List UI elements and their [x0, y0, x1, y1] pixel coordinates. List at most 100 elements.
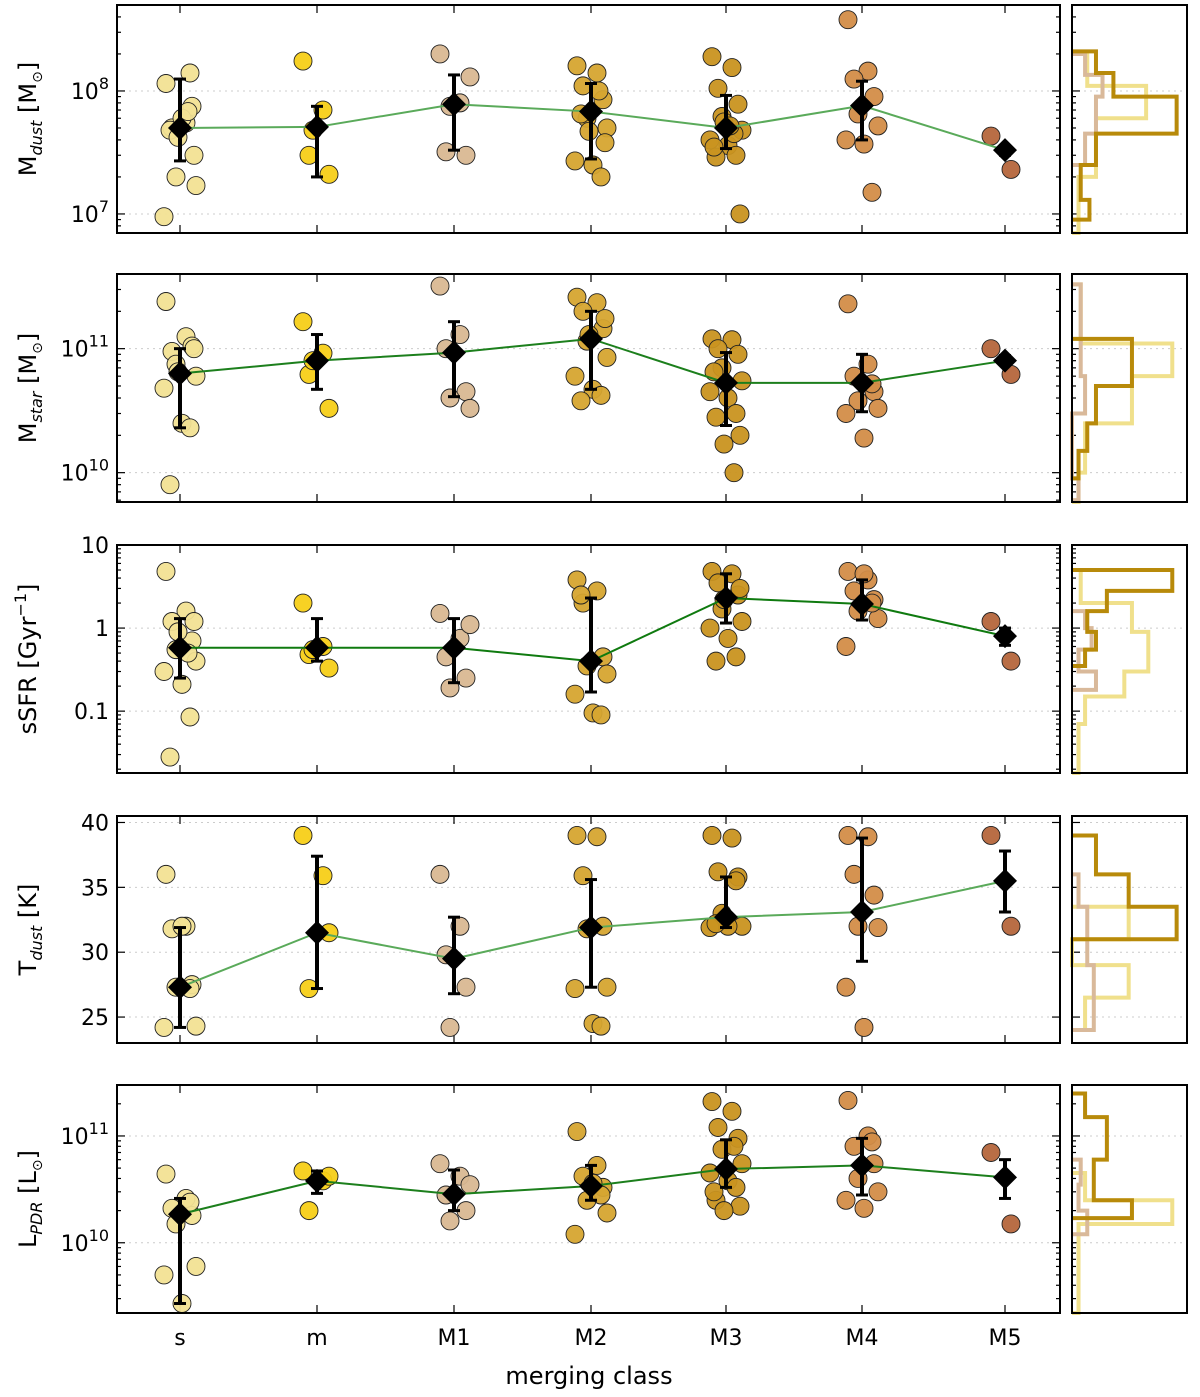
data-point-mdust-s — [156, 74, 176, 93]
data-point-lpdr-M2 — [597, 1203, 617, 1223]
x-tick-label-m: m — [306, 1326, 327, 1351]
data-point-ssfr-M5 — [981, 612, 1001, 631]
data-point-mstar-s — [154, 378, 174, 398]
data-point-mstar-M5 — [981, 339, 1001, 359]
y-tick-label-mstar-1: 1011 — [61, 332, 109, 363]
data-point-ssfr-m — [319, 658, 339, 678]
data-point-mdust-M5 — [1001, 160, 1021, 179]
x-tick-label-M3: M3 — [710, 1326, 743, 1351]
data-point-mstar-M2 — [597, 347, 617, 367]
median-marker-tdust-M5 — [993, 868, 1017, 893]
data-point-tdust-s — [186, 1016, 206, 1036]
data-point-mstar-M1 — [460, 398, 480, 418]
panel-lpdr: 1010 1011 LPDR [L⊙] — [14, 1084, 1188, 1315]
data-point-mdust-M4 — [836, 130, 856, 150]
median-marker-ssfr-M4 — [850, 591, 874, 616]
data-point-mdust-M2 — [591, 167, 611, 187]
median-marker-lpdr-m — [305, 1168, 329, 1193]
median-marker-lpdr-M1 — [442, 1182, 466, 1207]
data-point-tdust-M3 — [722, 828, 742, 848]
data-point-ssfr-M4 — [836, 637, 856, 656]
data-point-lpdr-M5 — [981, 1143, 1001, 1162]
x-tick-label-s: s — [174, 1326, 185, 1351]
data-point-ssfr-m — [293, 593, 313, 613]
data-point-ssfr-s — [180, 707, 200, 727]
x-tick-label-M2: M2 — [575, 1326, 608, 1351]
data-point-mstar-M3 — [728, 344, 748, 364]
data-point-mdust-M2 — [595, 133, 615, 153]
x-tick-label-M1: M1 — [438, 1326, 471, 1351]
data-point-lpdr-M3 — [730, 1196, 750, 1216]
data-point-mstar-M4 — [836, 404, 856, 423]
histogram-mdust-M1 — [1072, 51, 1105, 168]
x-tick-label-M5: M5 — [989, 1326, 1022, 1351]
data-point-tdust-M3 — [726, 871, 746, 891]
y-axis-label-tdust: Tdust [K] — [14, 884, 46, 977]
data-point-ssfr-M2 — [571, 585, 591, 605]
median-marker-mdust-s — [168, 115, 192, 140]
median-marker-mstar-M5 — [993, 348, 1017, 373]
hist-frame-mstar — [1071, 273, 1188, 503]
data-point-mstar-M3 — [706, 407, 726, 427]
y-tick-label-mdust-0: 107 — [71, 197, 109, 228]
data-point-tdust-M4 — [836, 977, 856, 997]
median-marker-ssfr-M5 — [993, 624, 1017, 649]
y-tick-label-tdust-2: 35 — [81, 876, 109, 901]
data-point-tdust-M5 — [1001, 916, 1021, 936]
median-marker-mstar-M4 — [850, 370, 874, 395]
data-point-mdust-M1 — [436, 142, 456, 162]
data-point-lpdr-M1 — [460, 1175, 480, 1195]
median-marker-tdust-M4 — [850, 899, 874, 924]
y-tick-label-ssfr-2: 10 — [81, 534, 109, 559]
data-point-tdust-s — [156, 864, 176, 884]
data-point-mdust-M3 — [722, 58, 742, 78]
data-point-tdust-M2 — [591, 1016, 611, 1036]
data-point-tdust-M4 — [864, 885, 884, 905]
data-point-tdust-M1 — [456, 977, 476, 997]
y-tick-label-tdust-1: 30 — [81, 941, 109, 966]
data-point-ssfr-M3 — [732, 612, 752, 631]
median-marker-tdust-M1 — [442, 946, 466, 971]
plot-frame-lpdr — [116, 1084, 1061, 1314]
data-point-mdust-M2 — [567, 56, 587, 76]
panel-mdust: 107 108 Mdust [M⊙] — [14, 4, 1188, 235]
y-tick-label-tdust-3: 40 — [81, 811, 109, 836]
data-point-lpdr-M3 — [714, 1201, 734, 1221]
histogram-tdust-M3 — [1072, 833, 1179, 942]
data-point-mstar-M3 — [724, 463, 744, 483]
data-point-ssfr-M3 — [718, 628, 738, 648]
panel-ssfr: 0.1 1 10 sSFR [Gyr−1] — [11, 534, 1188, 775]
data-point-mdust-M3 — [704, 137, 724, 157]
median-marker-ssfr-s — [168, 635, 192, 660]
data-point-mdust-M4 — [868, 116, 888, 136]
data-point-lpdr-M4 — [836, 1190, 856, 1210]
data-point-ssfr-M2 — [597, 664, 617, 684]
median-marker-ssfr-M3 — [714, 586, 738, 611]
median-marker-lpdr-M2 — [579, 1174, 603, 1199]
data-point-ssfr-M3 — [706, 651, 726, 671]
plot-frame-mdust — [116, 4, 1061, 234]
median-marker-mstar-M1 — [442, 340, 466, 365]
data-point-ssfr-s — [154, 662, 174, 681]
histogram-lpdr-M3 — [1072, 1091, 1134, 1221]
median-marker-mdust-M1 — [442, 92, 466, 117]
data-point-mdust-M3 — [728, 94, 748, 114]
median-marker-tdust-M2 — [579, 915, 603, 940]
data-point-mdust-M1 — [460, 67, 480, 87]
data-point-ssfr-s — [184, 612, 204, 631]
median-marker-ssfr-M2 — [579, 649, 603, 674]
median-marker-ssfr-m — [305, 635, 329, 660]
data-point-lpdr-M4 — [854, 1198, 874, 1218]
data-point-lpdr-s — [154, 1265, 174, 1285]
data-point-mstar-s — [156, 292, 176, 311]
data-point-mstar-M3 — [714, 434, 734, 454]
data-point-mdust-M3 — [702, 47, 722, 67]
data-point-lpdr-M3 — [704, 1182, 724, 1202]
histogram-mstar-M3 — [1072, 336, 1134, 481]
x-axis-label: merging class — [505, 1362, 672, 1390]
data-point-mdust-s — [180, 63, 200, 83]
data-point-ssfr-M3 — [700, 618, 720, 638]
histogram-tdust-M1 — [1072, 872, 1096, 1033]
data-point-lpdr-M3 — [702, 1092, 722, 1111]
